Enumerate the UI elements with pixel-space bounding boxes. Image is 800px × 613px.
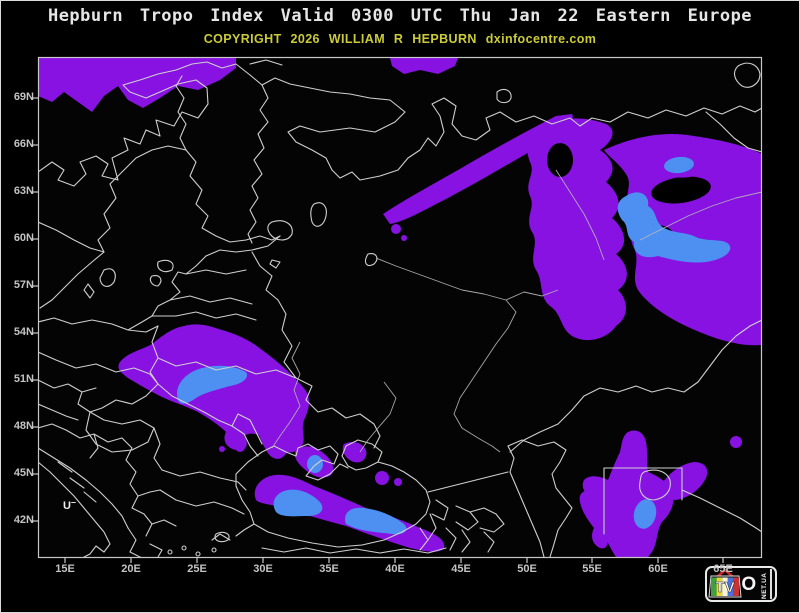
rivers-layer [271,169,762,453]
copyright-line: COPYRIGHT 2026 WILLIAM R HEPBURN dxinfoc… [203,32,597,46]
axis-ticks [31,97,724,563]
page-title: Hepburn Tropo Index Valid 0300 UTC Thu J… [47,6,753,26]
tv-icon: TV [708,568,742,598]
station-marker: U– [63,497,76,512]
tv-icon-text: TV [715,579,734,596]
station-marker-dash: – [70,497,76,507]
map-border [37,56,763,559]
protv-logo-net-text: NET.UA [760,569,772,599]
station-marker-label: U [63,500,71,512]
protv-logo: PRO TV NET.UA [705,566,777,602]
tropo-blue-layer [176,156,731,535]
coastline-border-layer [38,59,762,558]
tv-antenna [716,568,734,578]
